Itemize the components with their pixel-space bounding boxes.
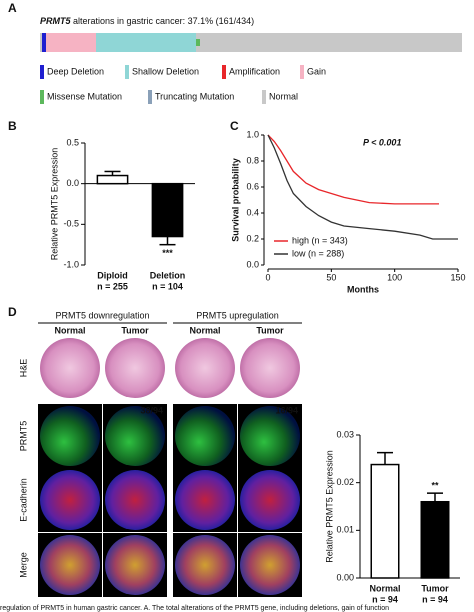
x-tick-sublabel: n = 104 — [152, 281, 183, 291]
tissue-core — [105, 470, 165, 530]
tissue-core — [175, 406, 235, 466]
x-tick-sublabel: n = 94 — [372, 594, 398, 604]
caption: regulation of PRMT5 in human gastric can… — [0, 605, 389, 612]
annotation: *** — [162, 248, 173, 258]
tissue-core — [175, 470, 235, 530]
y-tick-label: 0.0 — [246, 259, 259, 269]
legend-label: Gain — [307, 66, 326, 76]
panel-label: A — [8, 1, 17, 15]
count-label: 16/94 — [275, 405, 298, 415]
annotation: ** — [431, 481, 439, 491]
legend-swatch — [40, 65, 44, 79]
tissue-core — [40, 535, 100, 595]
y-tick-label: 0.00 — [336, 572, 354, 582]
x-tick-label: 50 — [326, 272, 336, 282]
legend-label: Missense Mutation — [47, 91, 122, 101]
tissue-core — [175, 535, 235, 595]
seg — [96, 33, 196, 52]
y-tick-label: 0.02 — [336, 477, 354, 487]
count-label: 38/94 — [140, 405, 163, 415]
y-tick-label: 0.03 — [336, 429, 354, 439]
legend-swatch — [262, 90, 266, 104]
bar — [370, 463, 400, 579]
y-axis-label: Relative PRMT5 Expression — [49, 148, 59, 261]
bar — [420, 500, 450, 579]
tissue-core — [40, 470, 100, 530]
y-tick-label: -0.5 — [63, 219, 79, 229]
group-header: PRMT5 downregulation — [55, 310, 149, 320]
legend-label: Deep Deletion — [47, 66, 104, 76]
y-axis-label: Relative PRMT5 Expression — [324, 450, 334, 563]
y-tick-label: 0.5 — [66, 137, 79, 147]
group-header: PRMT5 upregulation — [196, 310, 279, 320]
annotation: P < 0.001 — [363, 137, 401, 147]
legend-label: low (n = 288) — [292, 248, 344, 258]
tissue-core — [105, 338, 165, 398]
panel-label: B — [8, 119, 17, 133]
x-axis-label: Months — [347, 284, 379, 294]
legend-label: high (n = 343) — [292, 235, 348, 245]
x-tick-sublabel: n = 255 — [97, 281, 128, 291]
row-label: H&E — [18, 359, 28, 378]
legend-swatch — [300, 65, 304, 79]
x-tick-label: Normal — [369, 583, 400, 593]
x-tick-label: Tumor — [421, 583, 449, 593]
tissue-core — [240, 338, 300, 398]
x-tick-sublabel: n = 94 — [422, 594, 448, 604]
x-tick-label: Deletion — [150, 270, 186, 280]
y-tick-label: 1.0 — [246, 129, 259, 139]
y-tick-label: 0.01 — [336, 525, 354, 535]
seg — [46, 33, 96, 52]
legend-label: Truncating Mutation — [155, 91, 234, 101]
legend-label: Shallow Deletion — [132, 66, 199, 76]
column-header: Tumor — [256, 325, 284, 335]
seg — [196, 39, 200, 46]
y-tick-label: 0.2 — [246, 233, 259, 243]
tissue-core — [240, 406, 300, 466]
panel-label: C — [230, 119, 239, 133]
row-label: PRMT5 — [18, 421, 28, 452]
survival-curve — [267, 134, 458, 240]
row-label: Merge — [18, 552, 28, 578]
bar — [151, 182, 184, 238]
x-tick-label: 150 — [450, 272, 465, 282]
tissue-core — [240, 535, 300, 595]
tissue-core — [175, 338, 235, 398]
tissue-core — [105, 406, 165, 466]
y-tick-label: 0.4 — [246, 207, 259, 217]
row-label: E-cadherin — [18, 478, 28, 522]
panel-label: D — [8, 305, 17, 319]
column-header: Normal — [189, 325, 220, 335]
y-tick-label: 0.6 — [246, 181, 259, 191]
title-rest: alterations in gastric cancer: 37.1% (16… — [71, 16, 255, 26]
x-tick-label: 100 — [387, 272, 402, 282]
tissue-core — [105, 535, 165, 595]
gene: PRMT5 — [40, 16, 71, 26]
seg — [42, 33, 46, 52]
survival-curve — [267, 134, 439, 205]
legend-label: Amplification — [229, 66, 280, 76]
y-tick-label: 0.8 — [246, 155, 259, 165]
panel-title: PRMT5 alterations in gastric cancer: 37.… — [40, 16, 254, 26]
tissue-core — [40, 406, 100, 466]
bar — [96, 174, 129, 185]
column-header: Tumor — [121, 325, 149, 335]
legend-label: Normal — [269, 91, 298, 101]
x-tick-label: 0 — [265, 272, 270, 282]
legend-swatch — [125, 65, 129, 79]
y-axis-label: Survival probability — [230, 158, 240, 242]
y-tick-label: 0.0 — [66, 178, 79, 188]
x-tick-label: Diploid — [97, 270, 128, 280]
y-tick-label: -1.0 — [63, 259, 79, 269]
tissue-core — [240, 470, 300, 530]
legend-swatch — [40, 90, 44, 104]
legend-swatch — [148, 90, 152, 104]
tissue-core — [40, 338, 100, 398]
legend-swatch — [222, 65, 226, 79]
column-header: Normal — [54, 325, 85, 335]
